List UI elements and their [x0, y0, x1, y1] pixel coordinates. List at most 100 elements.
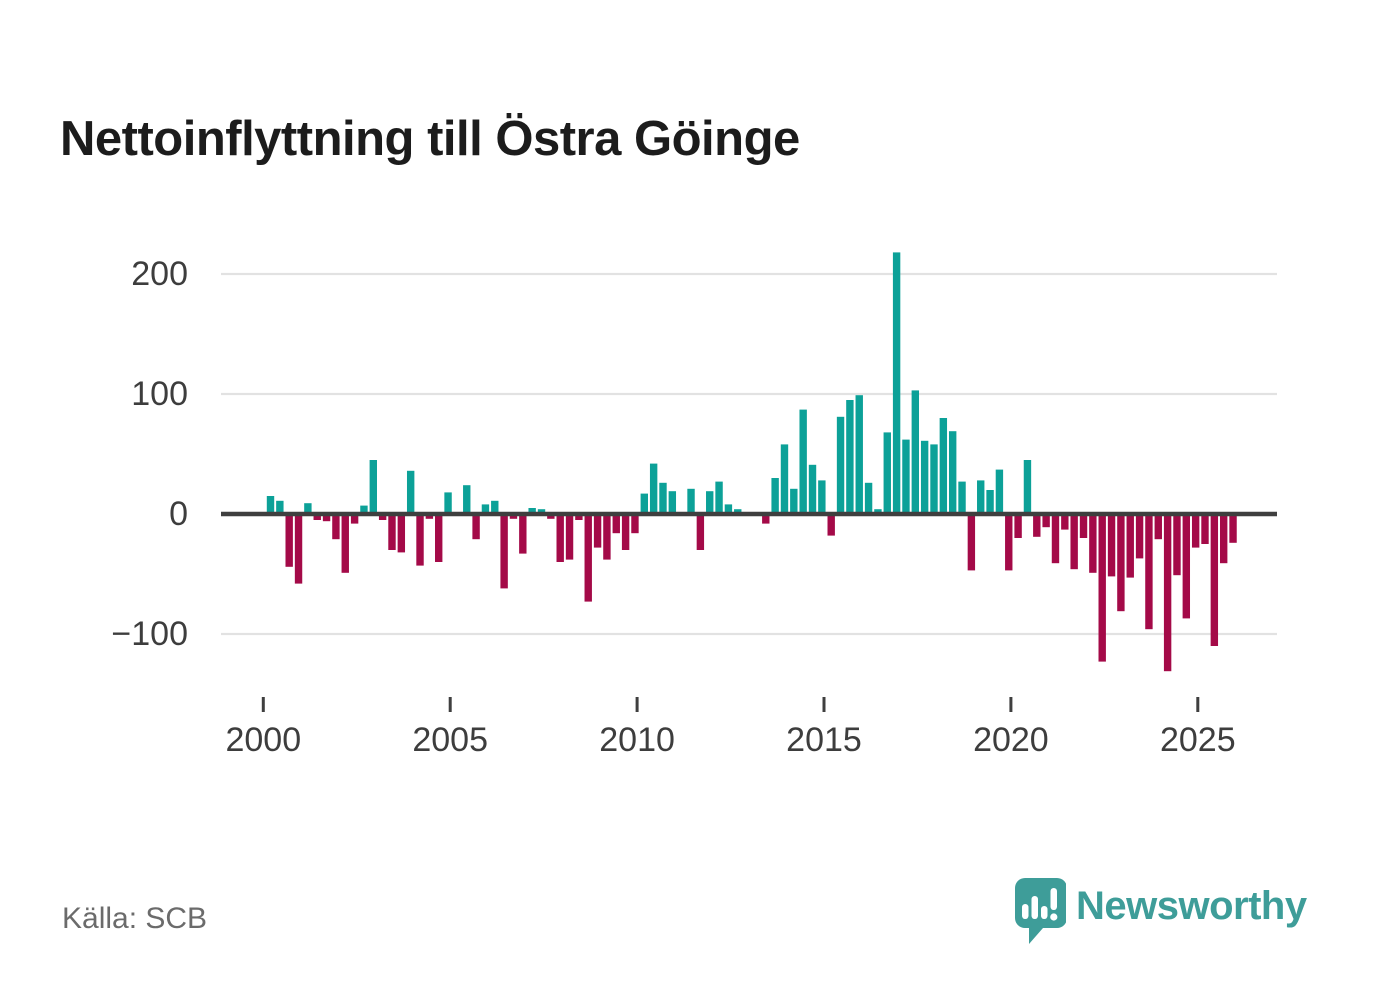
bar [397, 514, 406, 553]
bar [584, 514, 592, 602]
bar [1201, 514, 1209, 544]
bar [771, 478, 779, 514]
bar [1107, 514, 1116, 577]
bar [948, 431, 957, 514]
bar [687, 488, 695, 514]
x-axis-label: 2000 [225, 721, 302, 759]
bar [799, 409, 807, 514]
bar [369, 460, 377, 514]
bar [1163, 514, 1172, 672]
bar [631, 514, 639, 534]
x-axis-label: 2010 [599, 721, 675, 759]
bar [500, 514, 508, 589]
bar [827, 514, 835, 536]
newsworthy-logo: Newsworthy [1010, 876, 1340, 951]
bar [612, 514, 620, 534]
bar [846, 400, 854, 514]
bar [1023, 460, 1032, 514]
bar [472, 514, 480, 540]
bar [715, 481, 723, 514]
bar [1042, 514, 1050, 528]
bar [350, 514, 359, 524]
bar [528, 508, 536, 514]
bar [1117, 514, 1125, 612]
bar [621, 514, 630, 550]
bar [892, 252, 901, 514]
logo-text: Newsworthy [1076, 884, 1307, 928]
bar [1145, 514, 1153, 630]
speech-bubble-bar-chart-icon [1015, 878, 1066, 944]
bar [509, 514, 518, 519]
bar [294, 514, 303, 584]
bar [537, 509, 546, 514]
bar [463, 485, 471, 514]
bar [1070, 514, 1078, 570]
bar [780, 444, 789, 514]
bar [565, 514, 574, 560]
bar [808, 464, 817, 514]
bar [724, 504, 733, 514]
bar [304, 503, 312, 514]
bar [790, 488, 798, 514]
x-axis-label: 2025 [1159, 721, 1236, 759]
bar [939, 418, 948, 514]
bar [322, 514, 331, 522]
bar [575, 514, 583, 520]
bar [818, 480, 826, 514]
y-axis-label: 100 [131, 375, 188, 413]
bar [276, 500, 284, 514]
bar [1005, 514, 1013, 571]
bar [920, 440, 929, 514]
bar [1079, 514, 1088, 538]
bar [668, 491, 677, 514]
bar [986, 490, 994, 514]
bar [425, 514, 434, 519]
bar [1229, 514, 1237, 543]
x-axis-label: 2005 [412, 721, 489, 759]
bar [1098, 514, 1106, 662]
y-axis-label: 200 [131, 255, 188, 293]
bar [360, 505, 368, 514]
source-note: Källa: SCB [62, 902, 208, 935]
bar [883, 432, 891, 514]
bar [855, 395, 863, 514]
bar [416, 514, 424, 566]
bar [696, 514, 705, 550]
bar [640, 493, 648, 514]
bar [1154, 514, 1162, 540]
y-axis-label: 0 [169, 495, 188, 533]
bar [406, 470, 415, 514]
bar [911, 390, 920, 514]
bar [481, 504, 490, 514]
bar [341, 514, 349, 573]
bar [1051, 514, 1060, 564]
bar [864, 482, 873, 514]
bar [519, 514, 527, 554]
bar [1061, 514, 1069, 530]
bar [930, 444, 938, 514]
bar [1089, 514, 1097, 573]
bar [1182, 514, 1191, 619]
bar [659, 482, 667, 514]
bar-series [266, 252, 1237, 672]
bar [313, 514, 321, 520]
bar [649, 463, 658, 514]
bar [1033, 514, 1041, 537]
bar [435, 514, 443, 562]
x-axis-label: 2015 [786, 721, 862, 759]
bar [836, 416, 845, 514]
bar [1210, 514, 1219, 646]
bar [266, 496, 275, 514]
bar [332, 514, 340, 540]
bar [1014, 514, 1022, 538]
bar [603, 514, 611, 560]
bar [706, 491, 714, 514]
y-axis-label: −100 [111, 615, 188, 653]
bar [995, 469, 1004, 514]
bar [285, 514, 293, 567]
x-axis [221, 511, 1277, 712]
chart-title: Nettoinflyttning till Östra Göinge [60, 111, 800, 166]
bar [1191, 514, 1200, 548]
